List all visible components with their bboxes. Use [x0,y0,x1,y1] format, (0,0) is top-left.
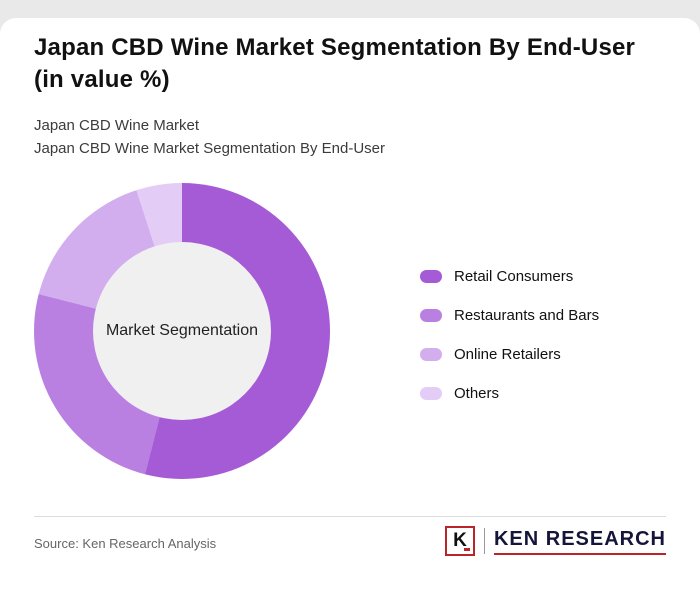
logo-k-letter: K [453,530,467,551]
logo-k-icon: K [444,526,475,556]
legend-label: Others [454,384,500,402]
legend-label: Retail Consumers [454,267,574,285]
chart-subtitle-segmentation: Japan CBD Wine Market Segmentation By En… [34,140,385,157]
legend-label: Online Retailers [454,345,561,363]
donut-center-label: Market Segmentation [105,322,259,339]
legend-item-retail-consumers: Retail Consumers [420,266,599,286]
chart-subtitles: Japan CBD Wine Market Japan CBD Wine Mar… [34,114,385,160]
legend-swatch [420,386,442,400]
legend-swatch [420,347,442,361]
chart-title-line1: Japan CBD Wine Market Segmentation By En… [34,34,636,61]
legend-item-online-retailers: Online Retailers [420,344,599,364]
footer-divider [34,516,666,517]
chart-title: Japan CBD Wine Market Segmentation By En… [34,32,674,96]
chart-card: Japan CBD Wine Market Segmentation By En… [0,18,700,591]
ken-research-logo: K KEN RESEARCH [444,526,666,556]
legend-label: Restaurants and Bars [454,306,600,324]
logo-divider [483,528,485,554]
chart-title-line2: (in value %) [34,66,170,93]
logo-wordmark: KEN RESEARCH [493,528,666,555]
legend-swatch [420,308,442,322]
legend-item-others: Others [420,383,599,403]
chart-subtitle-market: Japan CBD Wine Market [34,117,200,134]
legend-swatch [420,269,442,283]
legend-item-restaurants-bars: Restaurants and Bars [420,305,599,325]
donut-center: Market Segmentation [93,242,271,420]
donut-chart: Market Segmentation [34,183,330,479]
legend: Retail Consumers Restaurants and Bars On… [420,266,599,422]
source-text: Source: Ken Research Analysis [34,536,217,551]
